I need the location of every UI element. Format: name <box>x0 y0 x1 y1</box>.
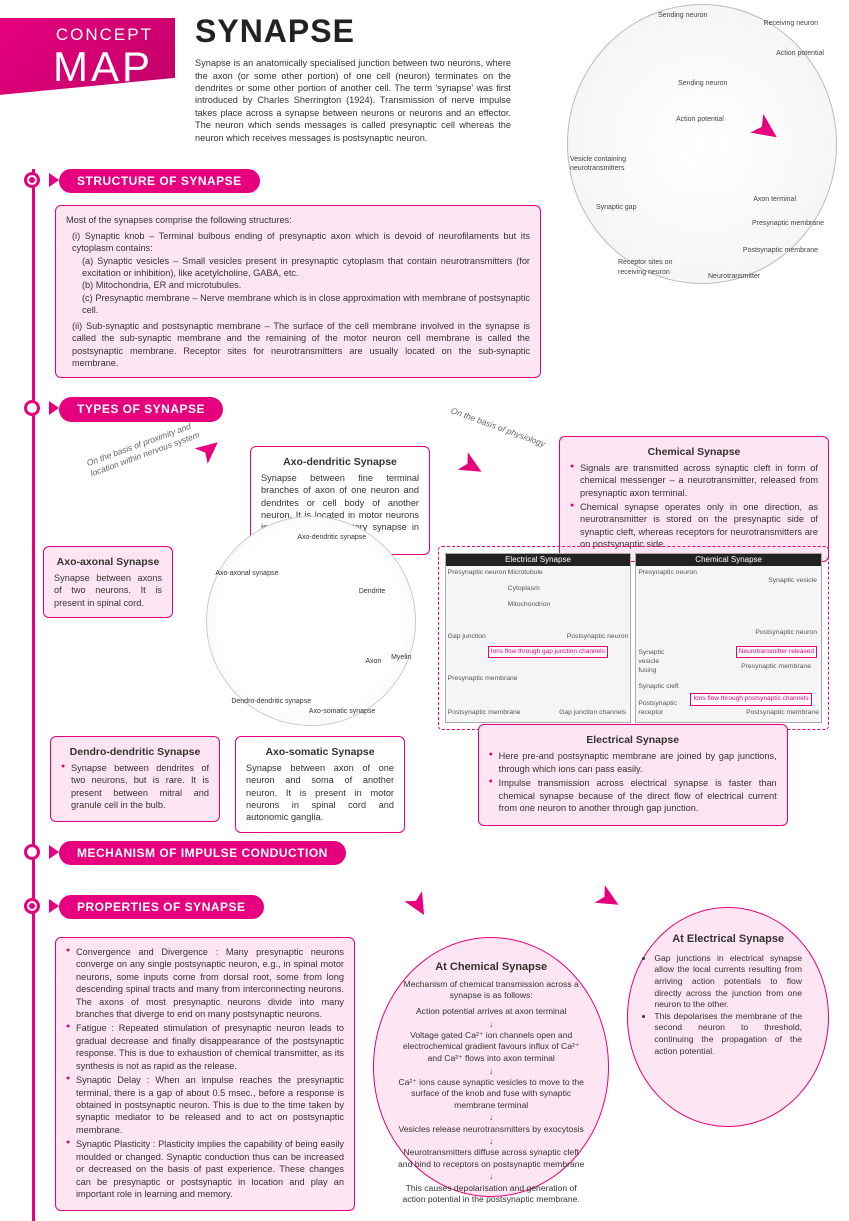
axo-somatic-box: Axo-somatic Synapse Synapse between axon… <box>235 736 405 833</box>
concept-map-badge: CONCEPT MAP <box>0 18 175 95</box>
chemical-synapse-box: Chemical Synapse Signals are transmitted… <box>559 436 829 562</box>
electrical-mechanism-circle: At Electrical Synapse Gap junctions in e… <box>627 907 829 1127</box>
structure-heading: STRUCTURE OF SYNAPSE <box>59 169 260 193</box>
intro-text: Synapse is an anatomically specialised j… <box>195 57 511 144</box>
timeline-dot-icon <box>24 172 40 188</box>
types-physiology-group: On the basis of physiology ➤ Chemical Sy… <box>438 436 829 816</box>
header: CONCEPT MAP SYNAPSE Synapse is an anatom… <box>0 0 849 154</box>
section-structure: STRUCTURE OF SYNAPSE <box>35 169 849 193</box>
timeline-dot-icon <box>24 400 40 416</box>
structure-box: Most of the synapses comprise the follow… <box>55 205 541 378</box>
section-types: TYPES OF SYNAPSE <box>35 397 849 421</box>
mechanism-heading: MECHANISM OF IMPULSE CONDUCTION <box>59 841 346 865</box>
chemical-mechanism-circle: At Chemical Synapse Mechanism of chemica… <box>373 937 609 1197</box>
timeline-dot-icon <box>24 844 40 860</box>
arrow-icon: ➤ <box>740 101 793 158</box>
electrical-synapse-panel: Electrical Synapse Presynaptic neuron Mi… <box>445 553 632 723</box>
arrow-icon: ➤ <box>393 882 444 927</box>
bottom-row: ➤ ➤ Convergence and Divergence : Many pr… <box>35 927 849 1221</box>
badge-bottom: MAP <box>28 47 153 87</box>
axo-axonal-box: Axo-axonal Synapse Synapse between axons… <box>43 546 173 618</box>
timeline-dot-icon <box>24 898 40 914</box>
dendro-dendritic-box: Dendro-dendritic Synapse Synapse between… <box>50 736 220 823</box>
arrow-icon: ➤ <box>449 440 494 491</box>
chemical-synapse-panel: Chemical Synapse Presynaptic neuron Syna… <box>635 553 822 723</box>
synapse-comparison-diagram: Electrical Synapse Presynaptic neuron Mi… <box>438 546 829 730</box>
neuron-types-diagram: Axo-dendritic synapse Axo-axonal synapse… <box>206 516 416 726</box>
page-title: SYNAPSE <box>195 10 511 53</box>
properties-heading: PROPERTIES OF SYNAPSE <box>59 895 264 919</box>
section-mechanism: MECHANISM OF IMPULSE CONDUCTION <box>35 841 849 865</box>
properties-box: Convergence and Divergence : Many presyn… <box>55 937 355 1211</box>
types-proximity-group: On the basis of proximity and location w… <box>55 436 428 816</box>
electrical-synapse-box: Electrical Synapse Here pre-and postsyna… <box>478 724 788 825</box>
